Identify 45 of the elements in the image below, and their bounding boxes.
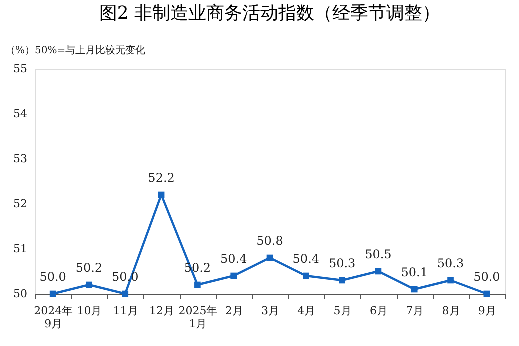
x-tick-label: 7月: [406, 304, 424, 318]
chart-title: 图2 非制造业商务活动指数（经季节调整）: [99, 3, 441, 24]
point: [86, 282, 92, 288]
data-label: 50.3: [328, 256, 356, 270]
y-tick-label: 54: [14, 108, 28, 120]
data-label: 50.3: [437, 256, 464, 270]
data-label: 50.4: [292, 252, 320, 266]
x-tick-label: 4月: [298, 304, 316, 318]
point: [230, 272, 238, 280]
point: [302, 272, 310, 280]
x-tick-label: 2024年 9月: [34, 304, 74, 330]
data-label: 50.2: [76, 261, 103, 275]
x-tick-label: 5月: [334, 304, 352, 318]
x-tick-label: 10月: [77, 304, 102, 318]
data-label: 50.4: [220, 252, 248, 266]
data-label: 50.8: [256, 234, 284, 248]
data-label: 52.2: [148, 171, 175, 185]
point: [411, 286, 418, 293]
x-tick-label: 12月: [150, 304, 175, 318]
x-tick-label: 11月: [113, 304, 138, 318]
point: [194, 282, 201, 288]
y-axis-title: （%）50%=与上月比较无变化: [6, 44, 146, 56]
x-tick-label: 2025年 1月: [178, 304, 218, 330]
x-tick-label: 2月: [225, 304, 244, 318]
y-tick-label: 52: [14, 198, 28, 210]
point: [448, 277, 454, 284]
point: [50, 290, 56, 298]
y-tick-label: 53: [14, 152, 28, 166]
data-label: 50.0: [40, 270, 66, 284]
point: [266, 254, 274, 262]
point: [122, 290, 129, 298]
x-tick-label: 8月: [442, 304, 460, 318]
point: [484, 290, 490, 298]
y-tick-label: 51: [14, 242, 28, 256]
y-tick-label: 55: [14, 62, 28, 76]
data-label: 50.1: [401, 266, 428, 280]
point: [158, 192, 165, 198]
data-label: 50.0: [474, 270, 500, 284]
point: [339, 277, 346, 284]
y-tick-label: 50: [14, 288, 28, 300]
x-tick-label: 3月: [262, 304, 280, 318]
point: [375, 268, 382, 275]
x-tick-label: 9月: [478, 304, 496, 318]
data-label: 50.5: [365, 248, 392, 262]
x-tick-label: 6月: [370, 304, 388, 318]
